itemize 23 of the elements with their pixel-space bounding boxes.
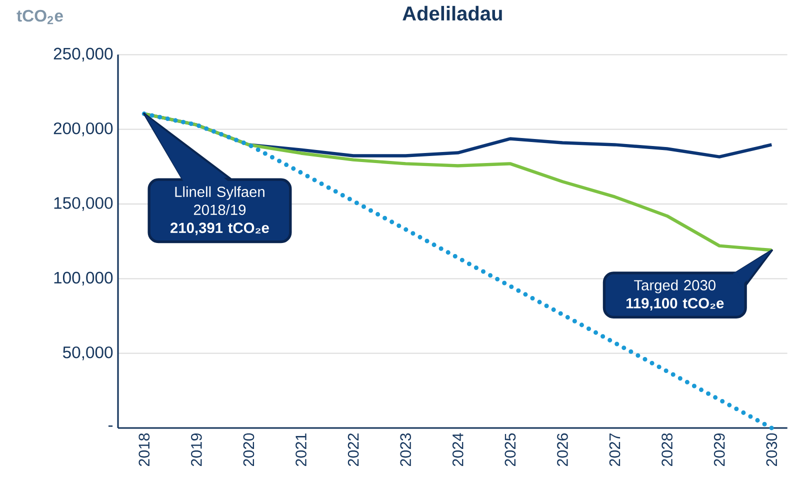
text: tCO$_{2}$e [16, 10, 63, 24]
y-tick-label: 200,000 [54, 122, 113, 136]
y-tick-label: - [108, 425, 113, 427]
x-tick-label: 2022 [348, 433, 359, 466]
x-tick-label: 2029 [714, 433, 725, 466]
y-tick-label: 150,000 [54, 197, 113, 211]
x-tick-label: 2024 [452, 433, 464, 466]
annotation: Llinell Sylfaen 2018/19 210,391 tCO₂e [170, 186, 269, 236]
x-tick-label: 2028 [662, 433, 672, 466]
x-tick-label: 2025 [504, 433, 516, 466]
x-tick-label: 2019 [191, 433, 202, 466]
x-tick-label: 2020 [243, 433, 254, 466]
x-tick-label: 2027 [609, 433, 620, 466]
y-tick-label: 250,000 [54, 48, 113, 62]
x-tick-label: 2023 [400, 433, 412, 466]
x-tick-label: 2021 [296, 433, 306, 466]
x-tick-label: 2030 [766, 433, 778, 466]
x-tick-label: 2018 [138, 433, 150, 466]
y-tick-label: 100,000 [54, 272, 113, 286]
y-tick-label: 50,000 [62, 346, 113, 360]
x-tick-label: 2026 [557, 433, 568, 466]
annotation: Targed 2030 119,100 tCO₂e [626, 280, 724, 311]
chart-title: Adeliladau [402, 6, 502, 21]
